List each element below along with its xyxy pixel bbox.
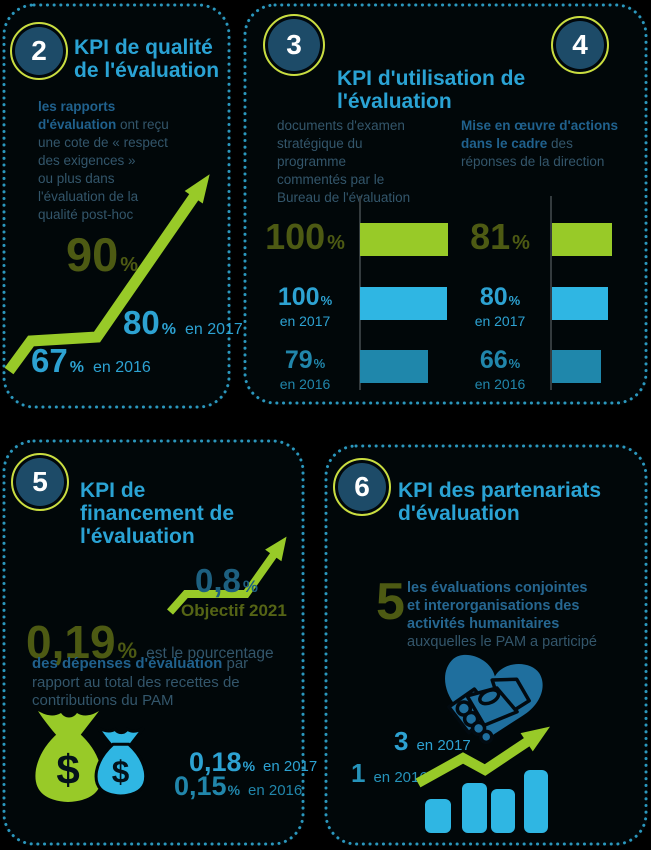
panel-kpi-partnerships: 6 KPI des partenariats d'évaluation 5 le… xyxy=(324,444,648,846)
mini-bar-chart-bar-3 xyxy=(491,789,515,833)
mini-bar-chart-bar-4 xyxy=(524,770,548,833)
svg-text:$: $ xyxy=(56,746,79,793)
current-value: 90 % xyxy=(66,228,139,281)
panel-title: KPI d'utilisation de l'évaluation xyxy=(337,67,525,113)
money-bag-cyan: $ xyxy=(94,726,148,798)
kpi3-2017-label: 100% en 2017 xyxy=(277,283,333,330)
panel-title: KPI de financement de l'évaluation xyxy=(80,479,234,548)
svg-text:$: $ xyxy=(112,754,130,790)
kpi4-2017-label: 80% en 2017 xyxy=(474,283,526,330)
mini-bar-chart-bar-1 xyxy=(425,799,451,833)
kpi3-bar-current xyxy=(360,223,448,256)
kpi4-description: Mise en œuvre d'actions dans le cadre de… xyxy=(461,118,618,169)
current-value: 0,19 % est le pourcentage xyxy=(26,616,274,668)
title-line: l'évaluation xyxy=(337,90,452,113)
value-2017: 0,18 % en 2017 xyxy=(189,747,318,777)
kpi-number-badge-2: 2 xyxy=(10,22,68,80)
title-line: KPI d'utilisation de xyxy=(337,67,526,90)
kpi3-2016-label: 79% en 2016 xyxy=(279,346,331,393)
title-line: l'évaluation xyxy=(80,525,195,548)
kpi-description: les rapports d'évaluation ont reçu une c… xyxy=(38,99,169,222)
current-value: 5 xyxy=(376,573,405,631)
title-line: d'évaluation xyxy=(398,502,520,525)
kpi4-bar-2017 xyxy=(552,287,608,320)
kpi4-2016-label: 66% en 2016 xyxy=(474,346,526,393)
title-line: KPI de xyxy=(80,479,146,502)
panel-kpi-funding: 5 KPI de financement de l'évaluation 0,8… xyxy=(2,439,317,846)
panel-kpi-quality: 2 KPI de qualité de l'évaluation les rap… xyxy=(2,3,243,409)
panel-kpi-use: 3 4 KPI d'utilisation de l'évaluation do… xyxy=(243,3,648,405)
target-label: Objectif 2021 xyxy=(181,601,287,620)
kpi-number-badge-6: 6 xyxy=(333,458,391,516)
kpi4-bar-2016 xyxy=(552,350,601,383)
mini-bar-chart-bar-2 xyxy=(462,783,487,833)
kpi-number: 5 xyxy=(32,466,48,497)
title-line: KPI de qualité xyxy=(74,36,213,59)
title-line: financement de xyxy=(80,502,235,525)
target-value: 0,8 % xyxy=(195,562,258,599)
title-line: de l'évaluation xyxy=(74,59,220,82)
kpi-number-badge-3: 3 xyxy=(263,14,325,76)
money-bags-icon: $ $ xyxy=(35,711,148,802)
kpi-number: 6 xyxy=(354,471,370,502)
value-2016: 67 % en 2016 xyxy=(31,342,151,379)
axis-line xyxy=(550,196,552,390)
kpi3-current-label: 100% xyxy=(265,216,345,257)
panel-title: KPI de qualité de l'évaluation xyxy=(74,36,219,82)
kpi-number: 2 xyxy=(31,35,47,66)
kpi4-bar-current xyxy=(552,223,612,256)
money-bag-green: $ xyxy=(35,711,102,802)
value-2016: 0,15 % en 2016 xyxy=(174,771,303,801)
value-2017: 80 % en 2017 xyxy=(123,304,243,341)
kpi-description: des dépenses d'évaluation par rapport au… xyxy=(32,655,249,709)
kpi-number-badge-4: 4 xyxy=(551,16,609,74)
kpi-number-badge-5: 5 xyxy=(11,453,69,511)
kpi-description: les évaluations conjointes et interorgan… xyxy=(407,580,597,650)
title-line: KPI des partenariats xyxy=(398,479,602,502)
current-value-caption: est le pourcentage xyxy=(146,645,274,662)
kpi-number: 3 xyxy=(286,29,302,60)
value-2016: 1 en 2016 xyxy=(351,758,428,788)
kpi3-bar-2016 xyxy=(360,350,428,383)
kpi4-current-label: 81% xyxy=(470,216,530,257)
value-2017: 3 en 2017 xyxy=(394,726,471,756)
panel-title: KPI des partenariats d'évaluation xyxy=(398,479,601,525)
kpi-number: 4 xyxy=(572,29,588,60)
kpi3-description: documents d'examen stratégique du progra… xyxy=(277,118,411,205)
kpi3-bar-2017 xyxy=(360,287,447,320)
